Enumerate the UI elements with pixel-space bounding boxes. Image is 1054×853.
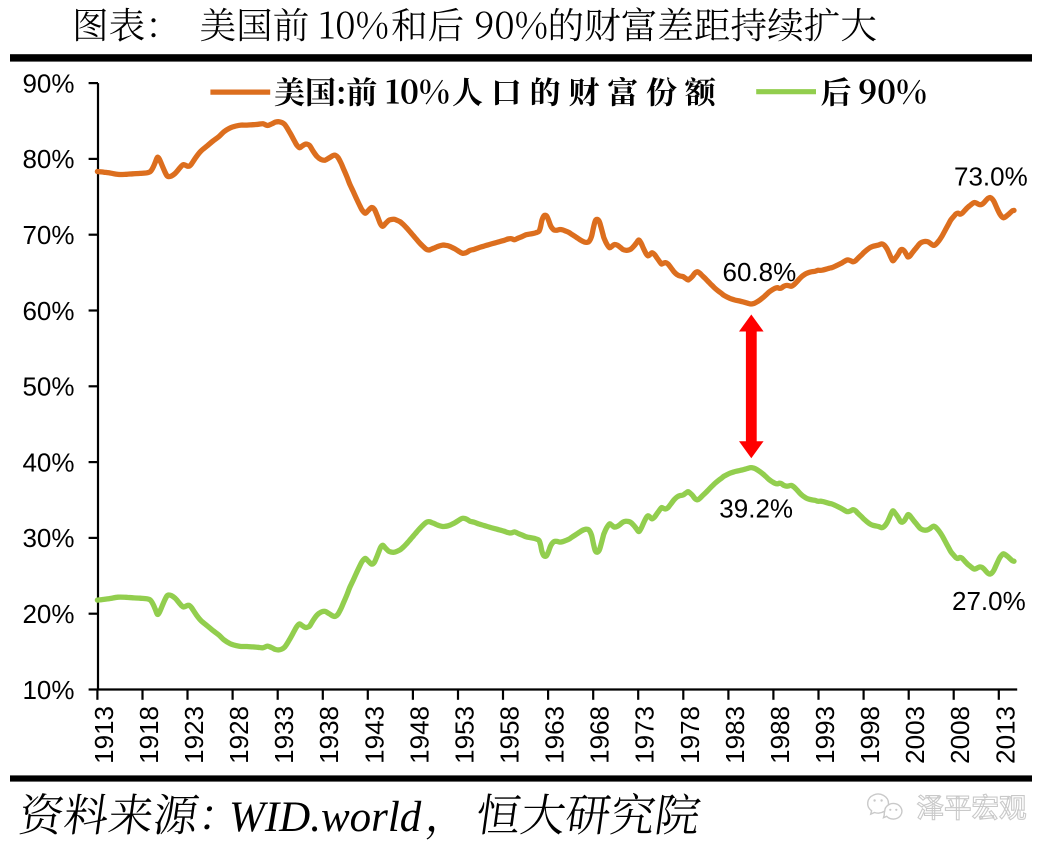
svg-text:73.0%: 73.0%: [954, 162, 1028, 192]
svg-text:30%: 30%: [22, 523, 74, 553]
svg-text:70%: 70%: [22, 220, 74, 250]
svg-text:1988: 1988: [765, 706, 795, 764]
svg-text:1983: 1983: [720, 706, 750, 764]
svg-text:2013: 2013: [990, 706, 1020, 764]
svg-text:1953: 1953: [450, 706, 480, 764]
svg-text:1933: 1933: [269, 706, 299, 764]
svg-text:80%: 80%: [22, 144, 74, 174]
svg-text:1973: 1973: [630, 706, 660, 764]
svg-text:1938: 1938: [314, 706, 344, 764]
svg-text:1993: 1993: [810, 706, 840, 764]
svg-text:WID.world: WID.world: [229, 794, 422, 841]
svg-text:90%: 90%: [22, 68, 74, 98]
svg-text:1978: 1978: [675, 706, 705, 764]
svg-text:10%: 10%: [22, 675, 74, 705]
svg-text:1918: 1918: [134, 706, 164, 764]
svg-text:1968: 1968: [585, 706, 615, 764]
svg-text:1958: 1958: [495, 706, 525, 764]
svg-text:50%: 50%: [22, 372, 74, 402]
svg-text:1923: 1923: [179, 706, 209, 764]
svg-text:2008: 2008: [945, 706, 975, 764]
svg-text:1963: 1963: [540, 706, 570, 764]
svg-text:60%: 60%: [22, 296, 74, 326]
svg-text:2003: 2003: [900, 706, 930, 764]
svg-text:1943: 1943: [359, 706, 389, 764]
svg-text:1928: 1928: [224, 706, 254, 764]
svg-text:60.8%: 60.8%: [723, 257, 797, 287]
svg-text:39.2%: 39.2%: [719, 494, 793, 524]
svg-text:40%: 40%: [22, 447, 74, 477]
svg-text:27.0%: 27.0%: [952, 586, 1026, 616]
svg-text:1998: 1998: [855, 706, 885, 764]
svg-text:20%: 20%: [22, 599, 74, 629]
svg-text:1913: 1913: [89, 706, 119, 764]
svg-text:1948: 1948: [404, 706, 434, 764]
